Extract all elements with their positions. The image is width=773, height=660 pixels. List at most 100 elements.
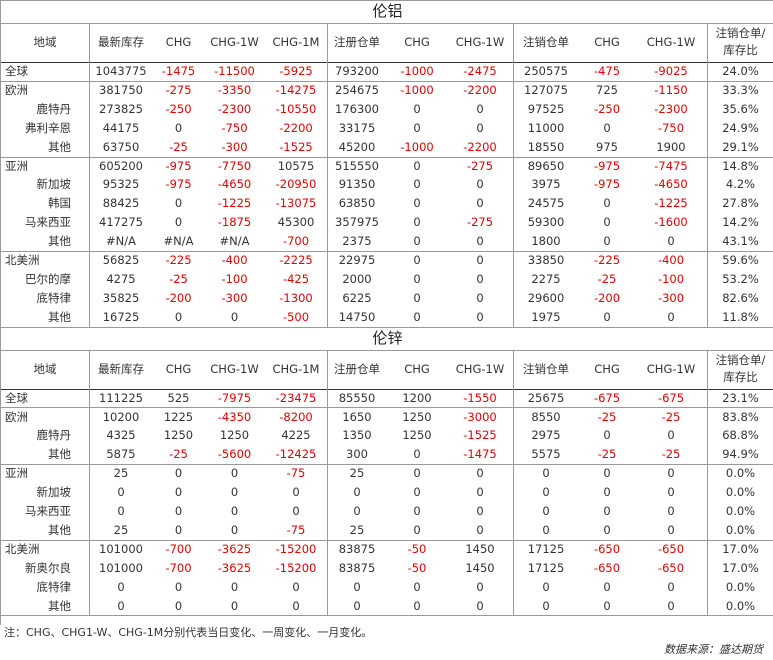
data-cell: -25 [661,447,681,462]
column-header: CHG [594,35,620,49]
data-cell: 0 [667,522,675,537]
data-cell: 0 [603,485,611,500]
data-cell: 725 [596,82,618,97]
data-cell: 27.8% [722,196,759,211]
data-cell: 0 [476,234,484,249]
sub-region-row: 马来西亚 0 0 0 0 0 0 0 0 0 0 0.0% [1,502,773,521]
data-cell: -7975 [217,390,252,405]
data-cell: 357975 [335,215,379,230]
data-cell: -500 [282,309,310,324]
data-cell: 0 [117,598,125,613]
data-cell: -25 [661,409,681,424]
region-row: 亚洲 605200 -975 -7750 10575 515550 0 -275 89650 -9… [1,157,773,176]
data-cell: -10550 [275,101,317,116]
data-cell: 0 [174,579,183,594]
data-cell: 0 [476,290,484,305]
data-cell: -400 [221,253,248,267]
data-cell: 3975 [531,177,561,192]
column-header: CHG-1W [646,35,696,49]
region-name: 全球 [5,64,28,78]
data-cell: 0 [413,447,421,462]
data-cell: 1800 [531,234,561,249]
sub-region-row: 新奥尔良 101000 -700 -3625 -15200 83875 -50 1450 171… [1,559,773,578]
region-name: 新奥尔良 [25,560,71,575]
data-cell: -5600 [217,447,252,462]
data-cell: -3350 [217,82,252,97]
data-cell: -2300 [217,101,252,116]
data-cell: 0 [413,598,421,613]
data-cell: -2200 [463,139,497,154]
data-cell: 0 [413,101,421,116]
region-name: 弗利辛恩 [25,120,71,135]
column-header: 注销仓单/库存比 [715,352,766,384]
data-cell: -1600 [654,215,688,230]
data-cell: 0 [413,120,421,135]
data-cell: -1000 [400,82,434,97]
data-cell: -400 [657,253,685,267]
column-header: CHG-1M [272,35,320,49]
data-cell: 0 [542,579,550,594]
column-divider [327,23,328,327]
data-cell: -300 [221,139,248,154]
data-cell: 0 [476,101,484,116]
data-cell: 0 [476,271,484,286]
column-header: 注册仓单 [334,35,380,49]
data-cell: 0 [476,522,484,537]
data-cell: 0 [353,504,361,518]
data-cell: 0 [353,485,361,500]
data-cell: -700 [282,234,310,249]
data-cell: 0 [476,504,484,518]
data-cell: 0 [603,598,611,613]
data-cell: -675 [593,390,621,405]
region-name: 其他 [48,447,71,462]
data-cell: -200 [165,290,192,305]
data-cell: 0 [174,485,183,500]
data-cell: 0.0% [725,598,756,613]
row-divider [1,615,773,616]
data-cell: 0 [476,253,484,267]
data-cell: 35.6% [722,101,759,116]
data-cell: 0 [292,504,300,518]
column-header: CHG [165,361,192,376]
data-cell: 0.0% [725,504,756,518]
data-cell: 0 [174,598,183,613]
data-cell: 0 [292,485,300,500]
data-cell: 17125 [527,541,565,556]
data-cell: 85550 [338,390,376,405]
data-cell: 0 [174,120,183,135]
data-cell: 0 [413,290,421,305]
data-cell: 0 [476,579,484,594]
data-cell: 0 [542,504,550,518]
data-cell: -25 [169,139,188,154]
data-cell: 273825 [99,101,143,116]
data-cell: -225 [165,253,192,267]
data-cell: 0 [117,579,125,594]
column-divider [327,350,328,616]
data-cell: -225 [593,253,621,267]
data-cell: 0 [292,598,300,613]
data-cell: #N/A [219,234,250,249]
sub-region-row: 新加坡 0 0 0 0 0 0 0 0 0 0 0.0% [1,483,773,502]
data-cell: -25 [597,409,617,424]
data-cell: #N/A [163,234,194,249]
region-name: 欧洲 [5,409,28,424]
data-cell: 254675 [335,82,379,97]
row-divider [1,464,773,465]
data-cell: 1650 [342,409,372,424]
data-cell: -20950 [275,177,317,192]
data-cell: 111225 [99,390,143,405]
region-name: 新加坡 [36,485,72,500]
column-header: 最新库存 [98,35,144,49]
column-header: CHG [404,361,430,376]
data-cell: 18550 [527,139,565,154]
data-cell: 0 [603,120,611,135]
data-cell: -1150 [654,82,688,97]
data-cell: 0 [542,598,550,613]
data-cell: 0 [603,428,611,443]
data-cell: 53.2% [722,271,759,286]
data-cell: 25 [349,466,365,481]
data-cell: -1000 [400,139,434,154]
header-row: 地域 最新库存 CHG CHG-1W CHG-1M 注册仓单 CHG CHG-1W 注销仓单 CH… [1,23,773,62]
data-cell: 0 [413,522,421,537]
region-name: 其他 [48,139,71,154]
